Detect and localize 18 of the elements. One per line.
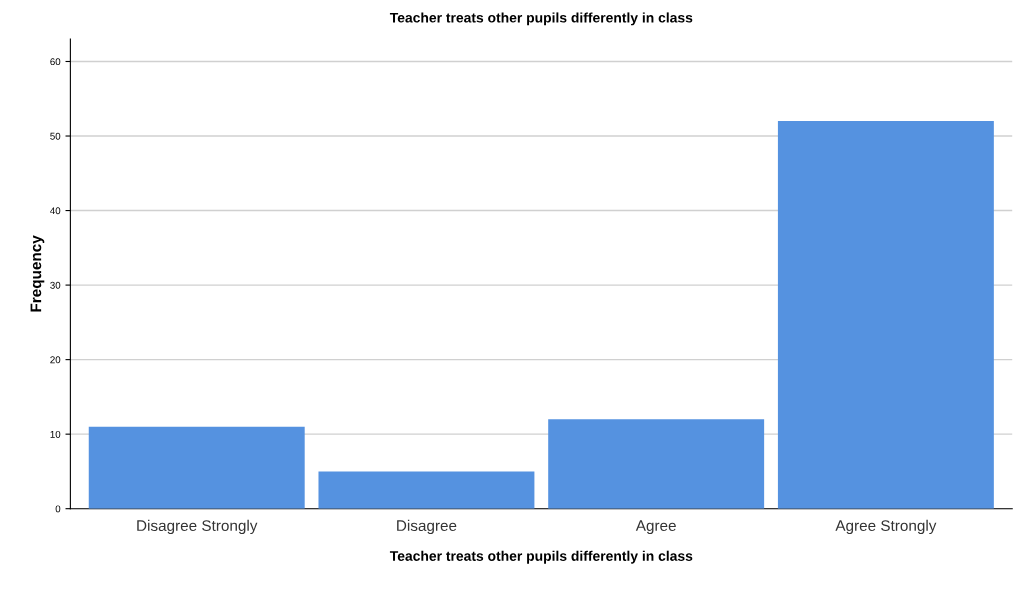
y-tick-label: 20: [50, 356, 61, 364]
bar: [548, 419, 765, 509]
x-tick-label: Disagree: [397, 519, 457, 535]
bar: [318, 471, 535, 509]
x-tick-label: Agree: [635, 520, 676, 535]
y-tick-label: 30: [50, 281, 61, 289]
y-tick-label: 10: [50, 430, 61, 438]
chart-title: Teacher treats other pupils differently in class: [389, 12, 693, 26]
x-tick-label: Disagree Strongly: [137, 519, 258, 535]
x-tick-label: Agree Strongly: [835, 519, 937, 535]
x-axis-title: Teacher treats other pupils differently in class: [389, 550, 693, 564]
bar: [88, 426, 305, 509]
y-tick-label: 40: [50, 207, 61, 215]
y-tick-label: 60: [50, 58, 61, 66]
y-axis-title: Frequency: [30, 235, 45, 312]
bar: [777, 121, 994, 509]
y-tick-label: 50: [50, 132, 61, 140]
y-tick-label: 0: [55, 505, 61, 513]
